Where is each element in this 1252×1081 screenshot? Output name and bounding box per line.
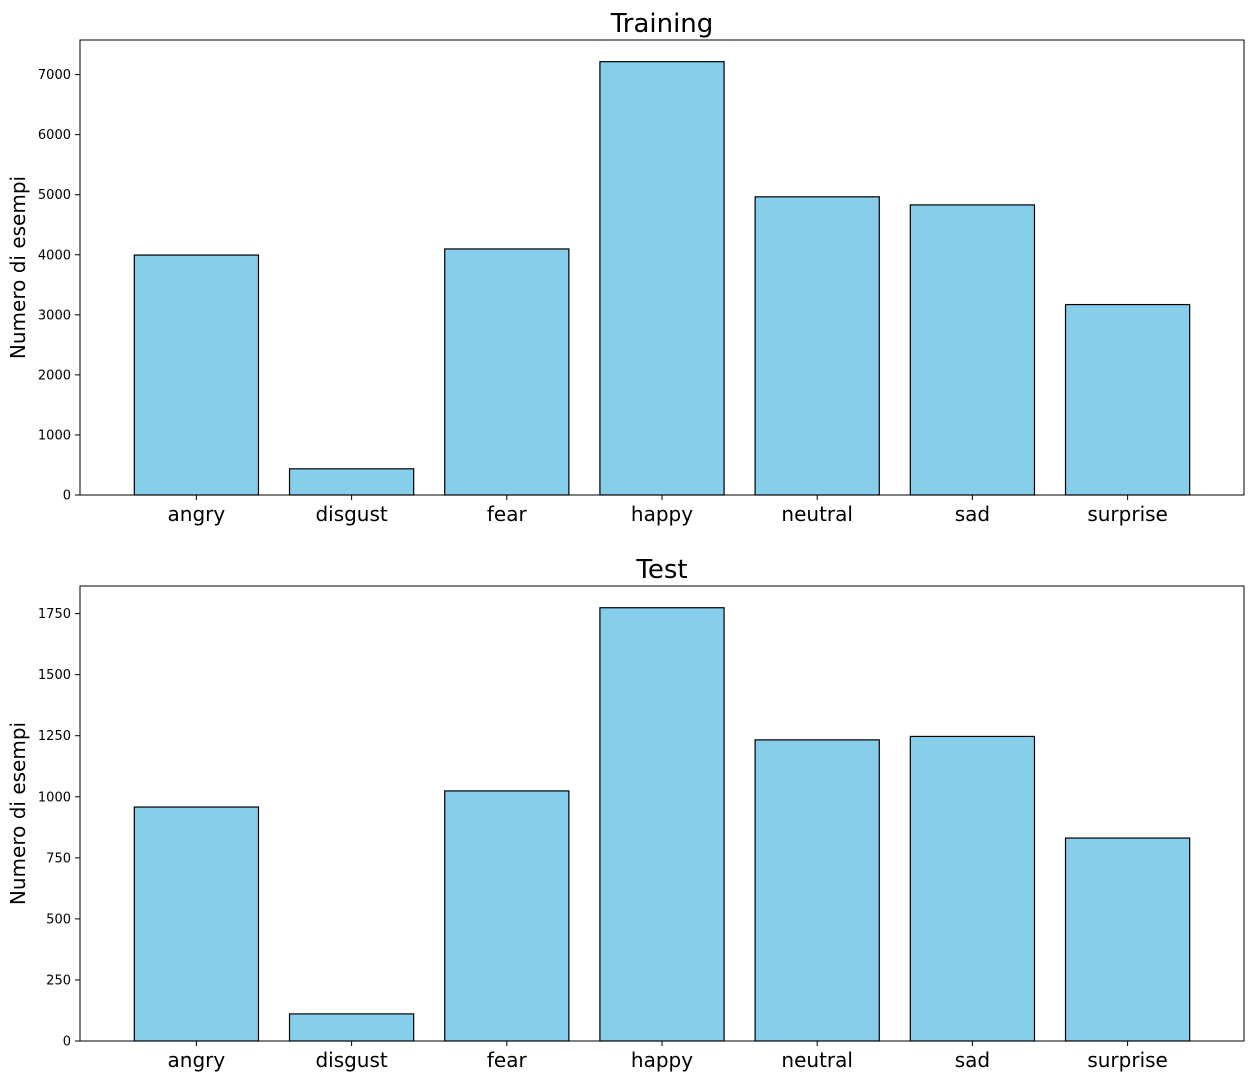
- x-tick-label: angry: [168, 1048, 226, 1072]
- x-tick-label: sad: [955, 502, 990, 526]
- x-tick-label: fear: [487, 1048, 528, 1072]
- x-tick-label: surprise: [1087, 502, 1168, 526]
- y-tick-label: 3000: [38, 308, 71, 323]
- bar-surprise: [1064, 303, 1191, 496]
- y-tick-label: 1000: [38, 790, 71, 805]
- y-tick-label: 4000: [38, 248, 71, 263]
- x-tick-label: happy: [631, 502, 693, 526]
- y-tick-label: 250: [46, 973, 71, 988]
- x-tick-label: sad: [955, 1048, 990, 1072]
- bar-fear: [444, 248, 570, 496]
- x-tick-label: angry: [168, 502, 226, 526]
- y-tick-label: 7000: [38, 68, 71, 83]
- chart-training: angry disgust fear happy neutral sad surprise 0…: [6, 9, 1245, 526]
- y-tick-label: 1250: [38, 729, 71, 744]
- bar-surprise: [1064, 837, 1191, 1042]
- bar-happy: [599, 61, 725, 496]
- y-axis-label: Numero di esempi: [6, 176, 30, 359]
- y-tick-label: 1750: [38, 607, 71, 622]
- x-tick-label: disgust: [315, 502, 387, 526]
- y-tick-label: 750: [46, 851, 71, 866]
- y-tick-label: 6000: [38, 128, 71, 143]
- bar-angry: [133, 806, 260, 1042]
- x-tick-label: surprise: [1087, 1048, 1168, 1072]
- y-tick-label: 500: [46, 912, 71, 927]
- bar-neutral: [754, 739, 880, 1042]
- bar-angry: [133, 254, 260, 496]
- y-tick-label: 2000: [38, 368, 71, 383]
- x-tick-label: fear: [487, 502, 528, 526]
- y-tick-label: 0: [63, 1035, 71, 1050]
- bar-fear: [444, 790, 570, 1042]
- bar-sad: [909, 204, 1036, 496]
- x-tick-label: disgust: [315, 1048, 387, 1072]
- bar-happy: [599, 607, 725, 1042]
- x-tick-label: neutral: [781, 1048, 853, 1072]
- x-tick-label: neutral: [781, 502, 853, 526]
- y-axis-label: Numero di esempi: [6, 722, 30, 905]
- y-tick-label: 1000: [38, 428, 71, 443]
- bar-neutral: [754, 196, 880, 496]
- chart-test: angry disgust fear happy neutral sad surprise 0…: [6, 555, 1245, 1072]
- chart-title: Training: [610, 9, 714, 39]
- y-tick-label: 0: [63, 489, 71, 504]
- x-tick-label: happy: [631, 1048, 693, 1072]
- y-tick-label: 1500: [38, 668, 71, 683]
- y-tick-label: 5000: [38, 188, 71, 203]
- bar-sad: [909, 735, 1036, 1042]
- chart-title: Test: [635, 555, 687, 585]
- bar-disgust: [288, 468, 415, 496]
- bar-disgust: [288, 1013, 415, 1042]
